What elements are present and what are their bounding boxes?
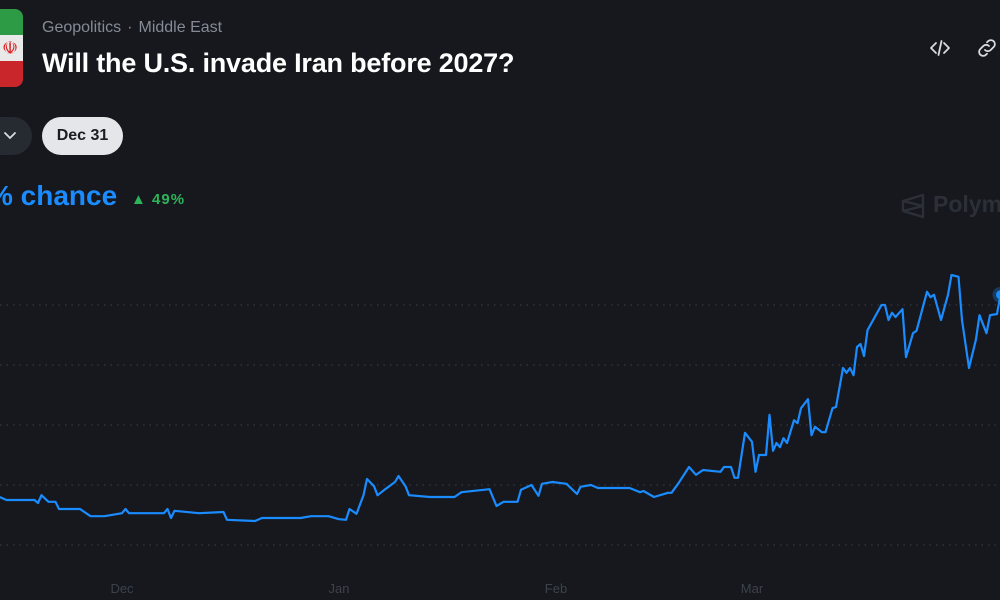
- breadcrumb-category[interactable]: Geopolitics: [42, 19, 122, 36]
- x-tick-label: Feb: [545, 581, 567, 596]
- chance-value: % chance: [0, 180, 118, 211]
- polymarket-watermark: Polym: [901, 191, 1000, 219]
- breadcrumb-separator: ·: [127, 19, 133, 36]
- current-point: [996, 290, 1000, 300]
- embed-code-icon[interactable]: [928, 36, 952, 60]
- change-badge: ▲ 49%: [131, 191, 185, 208]
- arrow-up-icon: ▲: [131, 191, 147, 208]
- polymarket-logo-icon: [901, 193, 925, 219]
- breadcrumb: Geopolitics · Middle East: [42, 19, 222, 37]
- breadcrumb-subcategory[interactable]: Middle East: [138, 19, 223, 36]
- series-line: [0, 273, 1000, 523]
- iran-flag-icon: ☫: [0, 9, 23, 87]
- watermark-text: Polym: [933, 191, 1000, 217]
- outcome-dropdown[interactable]: [0, 117, 32, 155]
- x-tick-label: Dec: [110, 581, 134, 596]
- chevron-down-icon: [4, 132, 16, 140]
- x-tick-label: Jan: [329, 581, 350, 596]
- date-pill-dec-31[interactable]: Dec 31: [42, 117, 123, 155]
- link-icon[interactable]: [975, 36, 999, 60]
- page-title: Will the U.S. invade Iran before 2027?: [42, 48, 515, 78]
- change-value: 49%: [152, 191, 186, 208]
- x-tick-label: Mar: [741, 581, 764, 596]
